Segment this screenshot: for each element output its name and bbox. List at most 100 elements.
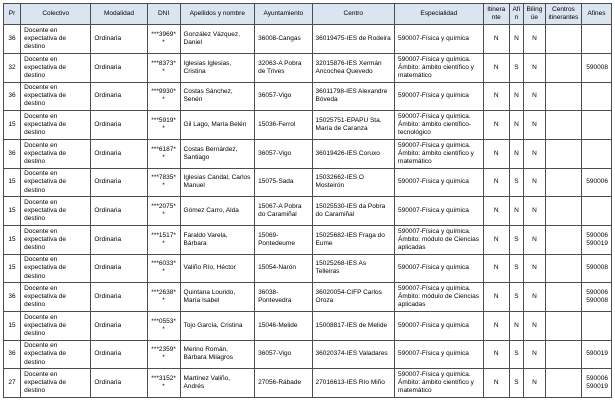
- cell-especialidad: 590007-Física y química. Ámbito: ámbito …: [394, 368, 484, 398]
- column-header-afin: Afín: [508, 2, 524, 26]
- cell-afin: S: [508, 282, 524, 312]
- cell-bilingue: N: [522, 196, 546, 226]
- cell-itinerante: N: [482, 81, 510, 112]
- cell-pr: 15: [2, 253, 22, 284]
- cell-centro: 15032662-IES O Mosteirón: [311, 167, 396, 198]
- cell-especialidad: 590007-Física y química: [394, 81, 484, 112]
- cell-apellidos-nombre: Martínez Valiño, Andrés: [179, 368, 256, 398]
- cell-apellidos-nombre: Costas Bernárdez, Santiago: [179, 138, 256, 169]
- cell-bilingue: N: [522, 81, 546, 112]
- cell-centros-itinerantes: [544, 81, 582, 112]
- cell-centro: 15008817-IES de Melide: [311, 310, 396, 341]
- cell-pr: 36: [2, 282, 22, 312]
- column-header-especialidad: Especialidad: [394, 2, 484, 26]
- cell-pr: 32: [2, 52, 22, 83]
- cell-colectivo: Docente en expectativa de destino: [20, 339, 92, 370]
- cell-especialidad: 590007-Física y química: [394, 167, 484, 198]
- cell-centros-itinerantes: [544, 368, 582, 398]
- cell-apellidos-nombre: Faraldo Varela, Bárbara: [179, 224, 256, 255]
- cell-especialidad: 590007-Física y química. Ámbito: módulo …: [394, 282, 484, 312]
- column-header-dni: DNI: [146, 2, 181, 26]
- cell-pr: 15: [2, 310, 22, 341]
- cell-colectivo: Docente en expectativa de destino: [20, 224, 92, 255]
- cell-itinerante: N: [482, 224, 510, 255]
- table-row: 36 Docente en expectativa de destino Ord…: [2, 81, 613, 112]
- cell-apellidos-nombre: Iglesias Candal, Carlos Manuel: [179, 167, 256, 198]
- column-header-apellidos-nombre: Apellidos y nombre: [179, 2, 256, 26]
- cell-itinerante: N: [482, 52, 510, 83]
- cell-afines: 590008: [580, 52, 613, 83]
- cell-afin: S: [508, 253, 524, 284]
- cell-modalidad: Ordinaria: [90, 339, 148, 370]
- cell-ayuntamiento: 15075-Sada: [254, 167, 313, 198]
- cell-dni: ***0553**: [146, 310, 181, 341]
- cell-apellidos-nombre: Quintana Lourido, María Isabel: [179, 282, 256, 312]
- cell-dni: ***6033**: [146, 253, 181, 284]
- cell-ayuntamiento: 36057-Vigo: [254, 339, 313, 370]
- cell-ayuntamiento: 32063-A Pobra de Trives: [254, 52, 313, 83]
- cell-afin: S: [508, 52, 524, 83]
- cell-especialidad: 590007-Física y química: [394, 310, 484, 341]
- cell-apellidos-nombre: Valiño Río, Héctor: [179, 253, 256, 284]
- cell-colectivo: Docente en expectativa de destino: [20, 167, 92, 198]
- cell-afines: [580, 81, 613, 112]
- cell-colectivo: Docente en expectativa de destino: [20, 282, 92, 312]
- cell-pr: 36: [2, 24, 22, 54]
- cell-centros-itinerantes: [544, 196, 582, 226]
- cell-especialidad: 590007-Física y química. Ámbito: módulo …: [394, 224, 484, 255]
- cell-modalidad: Ordinaria: [90, 368, 148, 398]
- cell-afin: N: [508, 24, 524, 54]
- cell-pr: 15: [2, 110, 22, 140]
- cell-especialidad: 590007-Física y química: [394, 339, 484, 370]
- cell-modalidad: Ordinaria: [90, 310, 148, 341]
- table-row: 15 Docente en expectativa de destino Ord…: [2, 196, 613, 226]
- cell-centro: 27016613-IES Río Miño: [311, 368, 396, 398]
- cell-bilingue: N: [522, 138, 546, 169]
- cell-apellidos-nombre: Tojo García, Cristina: [179, 310, 256, 341]
- cell-dni: ***2359**: [146, 339, 181, 370]
- cell-colectivo: Docente en expectativa de destino: [20, 310, 92, 341]
- cell-modalidad: Ordinaria: [90, 110, 148, 140]
- column-header-afines: Afines: [580, 2, 613, 26]
- cell-bilingue: N: [522, 224, 546, 255]
- table-header-row: Pr Colectivo Modalidad DNI Apellidos y n…: [2, 2, 613, 26]
- cell-ayuntamiento: 27056-Rábade: [254, 368, 313, 398]
- cell-colectivo: Docente en expectativa de destino: [20, 24, 92, 54]
- cell-dni: ***3152**: [146, 368, 181, 398]
- cell-centro: 15025751-EPAPU Sta. María de Caranza: [311, 110, 396, 140]
- column-header-pr: Pr: [2, 2, 22, 26]
- cell-dni: ***3969**: [146, 24, 181, 54]
- cell-afin: N: [508, 138, 524, 169]
- cell-afines: 590019: [580, 339, 613, 370]
- cell-ayuntamiento: 36057-Vigo: [254, 138, 313, 169]
- table-row: 15 Docente en expectativa de destino Ord…: [2, 224, 613, 255]
- cell-afin: S: [508, 368, 524, 398]
- table-row: 36 Docente en expectativa de destino Ord…: [2, 138, 613, 169]
- cell-bilingue: N: [522, 339, 546, 370]
- table-row: 15 Docente en expectativa de destino Ord…: [2, 310, 613, 341]
- cell-pr: 15: [2, 224, 22, 255]
- cell-pr: 36: [2, 138, 22, 169]
- cell-afines: [580, 310, 613, 341]
- cell-centros-itinerantes: [544, 339, 582, 370]
- cell-pr: 27: [2, 368, 22, 398]
- cell-afines: 590006 590019: [580, 368, 613, 398]
- cell-pr: 36: [2, 81, 22, 112]
- cell-itinerante: N: [482, 24, 510, 54]
- cell-dni: ***6187**: [146, 138, 181, 169]
- cell-ayuntamiento: 15054-Narón: [254, 253, 313, 284]
- cell-centros-itinerantes: [544, 52, 582, 83]
- cell-itinerante: N: [482, 310, 510, 341]
- table-row: 36 Docente en expectativa de destino Ord…: [2, 339, 613, 370]
- cell-afines: [580, 110, 613, 140]
- cell-afines: 590006: [580, 167, 613, 198]
- cell-itinerante: N: [482, 368, 510, 398]
- cell-apellidos-nombre: Gómez Carro, Alda: [179, 196, 256, 226]
- column-header-bilingue: Bilingüe: [522, 2, 546, 26]
- cell-especialidad: 590007-Física y química: [394, 196, 484, 226]
- cell-pr: 36: [2, 339, 22, 370]
- cell-modalidad: Ordinaria: [90, 167, 148, 198]
- cell-centros-itinerantes: [544, 310, 582, 341]
